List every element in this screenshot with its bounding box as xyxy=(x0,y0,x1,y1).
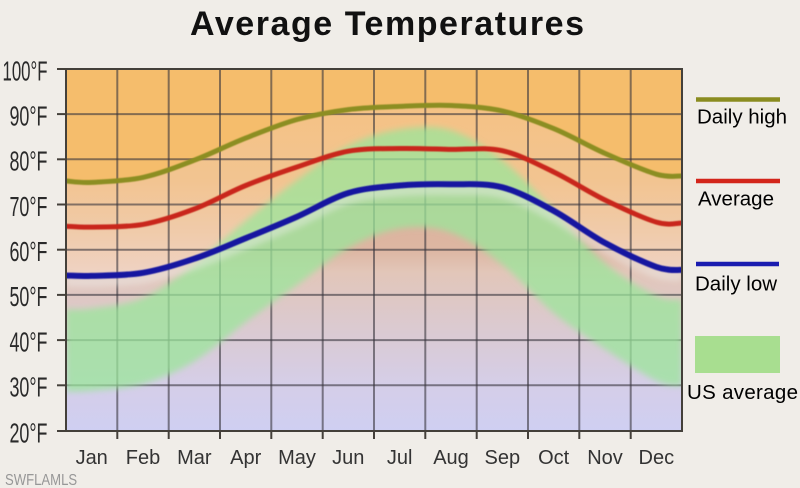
svg-text:100°F: 100°F xyxy=(3,55,48,87)
svg-text:80°F: 80°F xyxy=(9,146,47,177)
svg-text:Aug: Aug xyxy=(433,447,469,469)
svg-text:Apr: Apr xyxy=(230,447,261,469)
svg-text:90°F: 90°F xyxy=(9,100,47,131)
svg-text:70°F: 70°F xyxy=(9,191,47,222)
svg-text:Jun: Jun xyxy=(332,447,364,469)
svg-text:Dec: Dec xyxy=(639,447,675,469)
svg-text:May: May xyxy=(278,447,316,469)
svg-text:Daily low: Daily low xyxy=(695,273,777,296)
svg-text:Daily high: Daily high xyxy=(697,106,787,129)
svg-text:20°F: 20°F xyxy=(9,417,47,448)
svg-text:Sep: Sep xyxy=(485,447,521,469)
svg-text:Nov: Nov xyxy=(587,447,623,469)
svg-text:Oct: Oct xyxy=(538,447,570,469)
svg-text:30°F: 30°F xyxy=(9,372,47,403)
svg-text:Average Temperatures: Average Temperatures xyxy=(190,5,584,43)
svg-text:50°F: 50°F xyxy=(9,281,47,312)
svg-text:Jul: Jul xyxy=(387,447,413,469)
svg-text:Jan: Jan xyxy=(76,447,108,469)
svg-text:SWFLAMLS: SWFLAMLS xyxy=(5,472,77,488)
svg-text:US average: US average xyxy=(687,381,798,404)
svg-text:60°F: 60°F xyxy=(9,236,47,267)
svg-text:Average: Average xyxy=(698,188,774,211)
svg-text:Feb: Feb xyxy=(126,447,160,469)
svg-text:Mar: Mar xyxy=(177,447,212,469)
svg-text:40°F: 40°F xyxy=(9,326,47,357)
